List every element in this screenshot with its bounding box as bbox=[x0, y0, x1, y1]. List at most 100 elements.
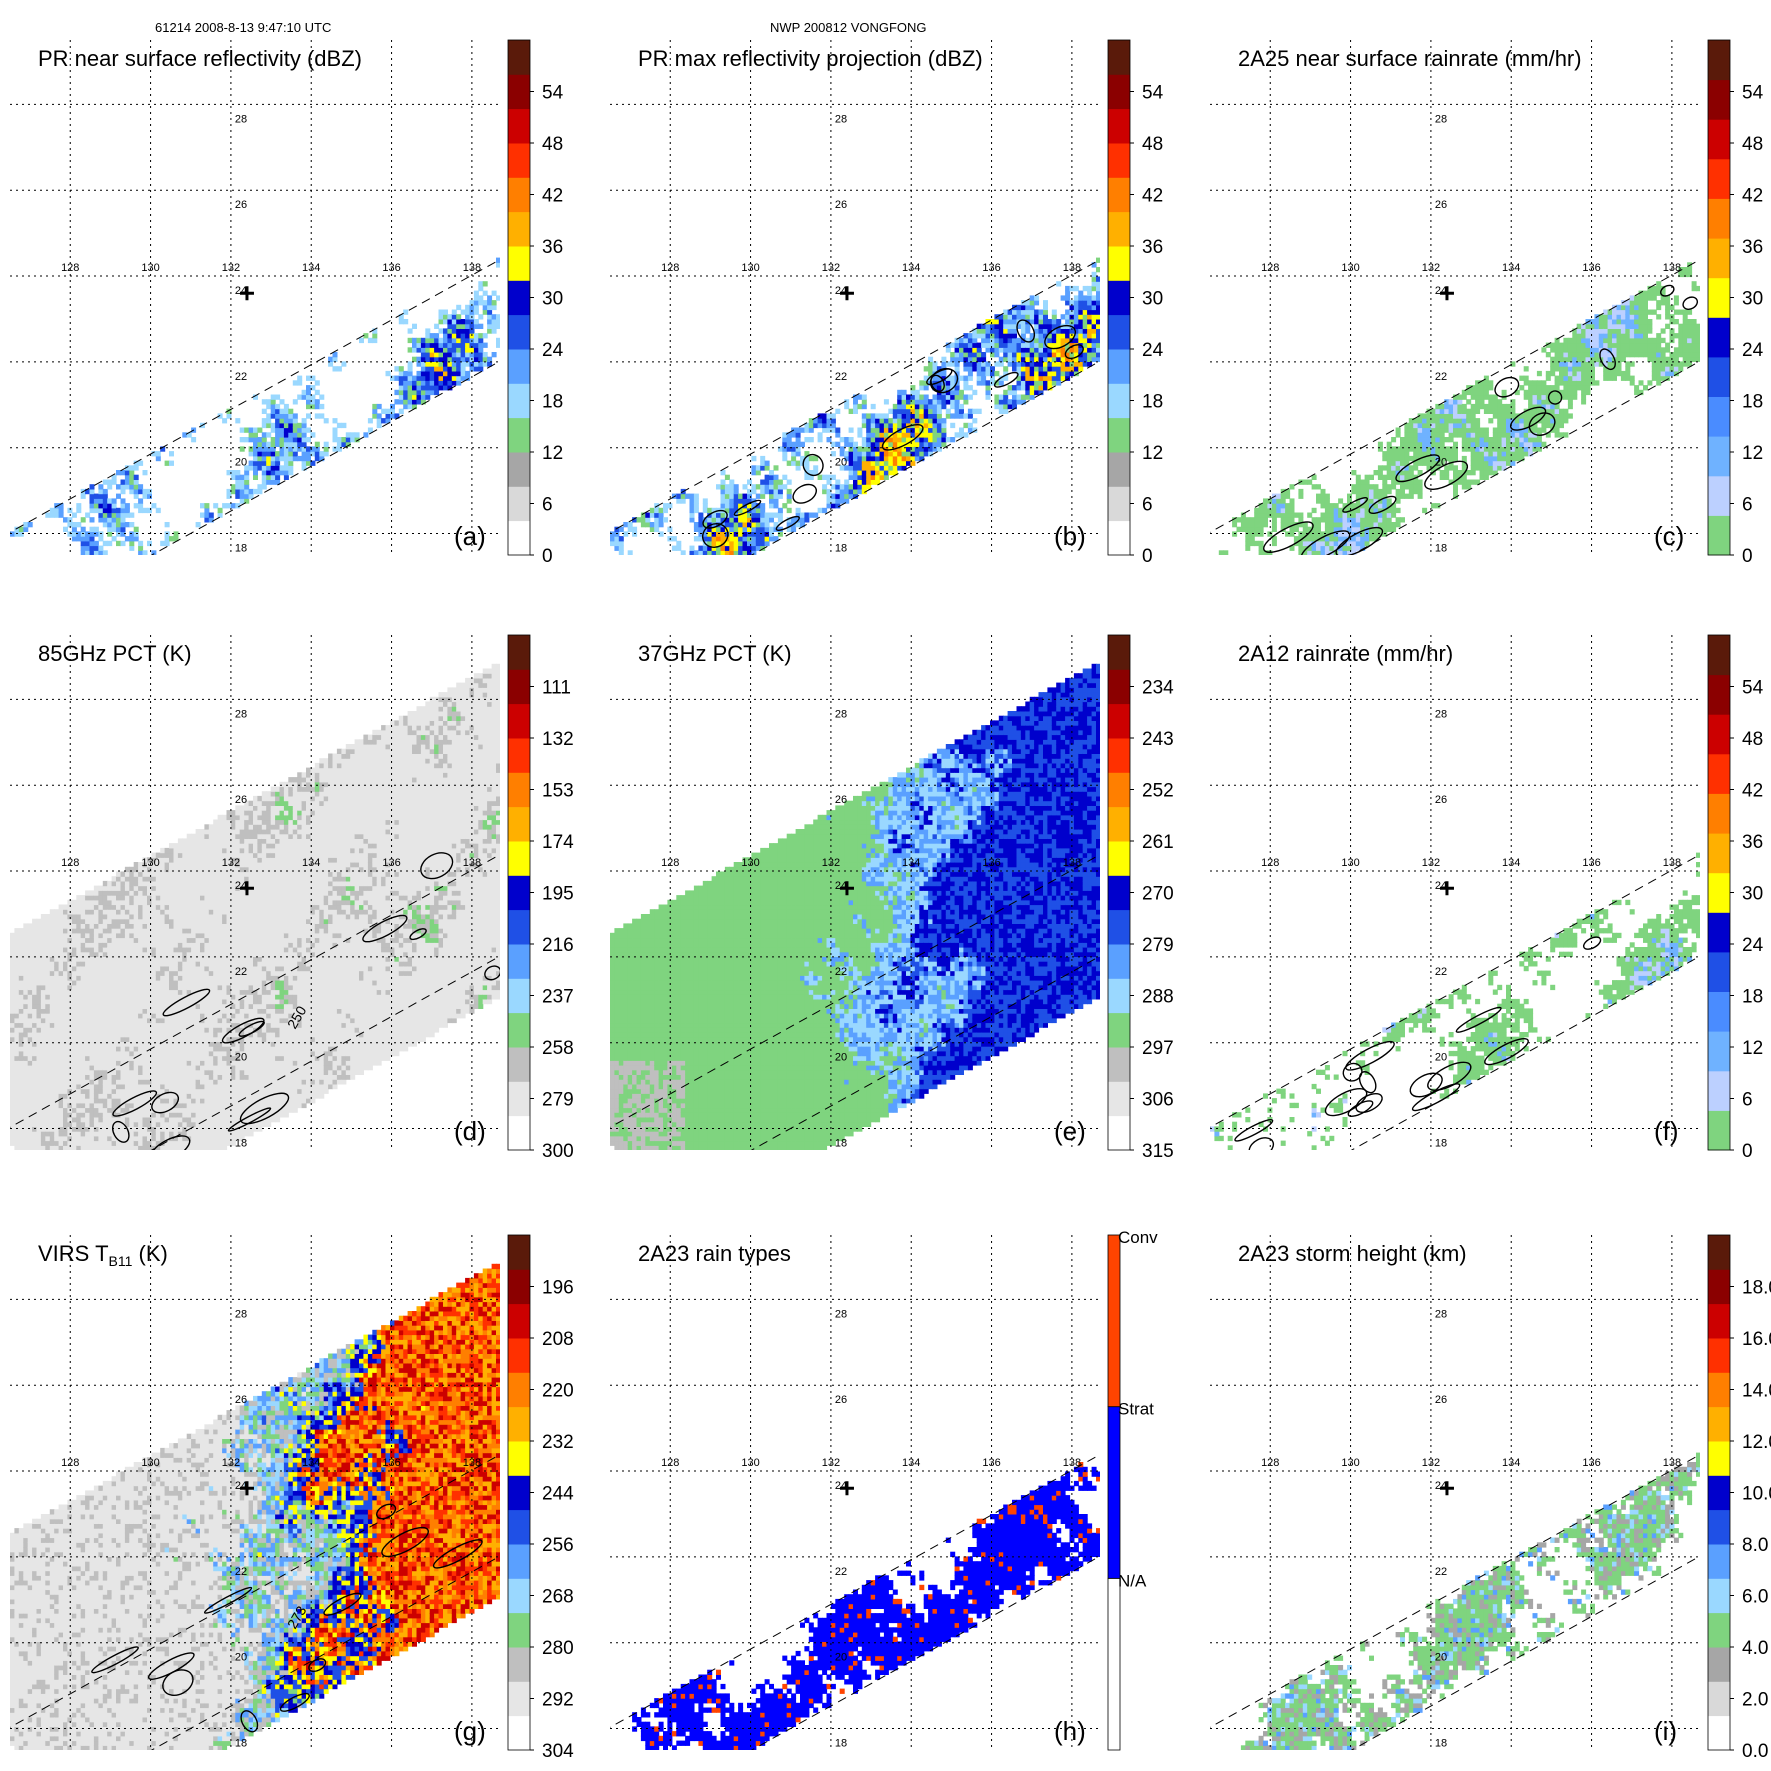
data-cell bbox=[292, 413, 298, 419]
data-cell bbox=[1554, 422, 1560, 429]
data-cell bbox=[817, 413, 823, 419]
data-cell bbox=[1620, 352, 1626, 358]
data-cell bbox=[1536, 437, 1542, 443]
data-cell bbox=[1016, 342, 1022, 348]
data-cell bbox=[1395, 488, 1401, 495]
data-cell bbox=[1439, 418, 1445, 424]
data-cell bbox=[1307, 545, 1313, 551]
data-cell bbox=[76, 937, 82, 943]
data-cell bbox=[857, 432, 863, 438]
data-cell bbox=[98, 1079, 104, 1085]
data-cell bbox=[1545, 422, 1551, 429]
data-cell bbox=[835, 427, 841, 433]
data-cell bbox=[1488, 437, 1494, 443]
data-cell bbox=[244, 479, 250, 485]
data-cell bbox=[425, 333, 431, 339]
data-cell bbox=[54, 942, 60, 948]
data-cell bbox=[71, 1131, 77, 1137]
data-cell bbox=[1386, 507, 1392, 514]
data-cell bbox=[967, 385, 973, 391]
data-cell bbox=[478, 314, 484, 320]
data-cell bbox=[994, 380, 1000, 386]
data-cell bbox=[456, 352, 462, 358]
data-cell bbox=[981, 342, 987, 348]
data-cell bbox=[67, 1046, 73, 1052]
data-cell bbox=[1078, 314, 1084, 320]
data-cell bbox=[910, 385, 916, 391]
data-cell bbox=[994, 394, 1000, 400]
data-cell bbox=[1254, 526, 1260, 532]
data-cell bbox=[1519, 432, 1525, 438]
colorbar-segment bbox=[508, 314, 530, 350]
data-cell bbox=[151, 503, 157, 509]
data-cell bbox=[239, 498, 245, 504]
data-cell bbox=[89, 1083, 95, 1090]
data-cell bbox=[49, 1107, 55, 1113]
data-cell bbox=[720, 488, 726, 495]
data-cell bbox=[133, 526, 139, 532]
colorbar-segment bbox=[508, 486, 530, 522]
data-cell bbox=[1078, 356, 1084, 362]
data-cell bbox=[1051, 366, 1057, 372]
data-cell bbox=[1585, 380, 1591, 386]
data-cell bbox=[14, 1013, 20, 1019]
data-cell bbox=[434, 356, 440, 362]
data-cell bbox=[93, 1112, 99, 1118]
data-cell bbox=[1475, 427, 1481, 433]
data-cell bbox=[782, 451, 788, 457]
data-cell bbox=[1377, 526, 1383, 532]
data-cell bbox=[892, 422, 898, 429]
data-cell bbox=[1492, 437, 1498, 443]
data-cell bbox=[817, 474, 823, 480]
data-cell bbox=[482, 290, 488, 296]
data-cell bbox=[1408, 488, 1414, 495]
data-cell bbox=[1461, 465, 1467, 471]
data-cell bbox=[906, 451, 911, 457]
data-cell bbox=[27, 937, 33, 943]
data-cell bbox=[1382, 465, 1388, 471]
data-cell bbox=[27, 1032, 33, 1038]
data-cell bbox=[89, 484, 95, 490]
data-cell bbox=[1629, 295, 1635, 301]
data-cell bbox=[89, 498, 95, 504]
data-cell bbox=[844, 399, 850, 405]
data-cell bbox=[901, 394, 907, 400]
data-cell bbox=[1065, 300, 1071, 306]
data-cell bbox=[49, 970, 55, 976]
data-cell bbox=[18, 965, 24, 972]
data-cell bbox=[1554, 427, 1560, 433]
data-cell bbox=[23, 994, 29, 1000]
data-cell bbox=[1435, 408, 1441, 414]
data-cell bbox=[133, 488, 139, 495]
data-cell bbox=[67, 522, 73, 528]
data-cell bbox=[306, 413, 311, 419]
data-cell bbox=[963, 394, 969, 400]
colorbar-segment bbox=[1108, 280, 1130, 316]
data-cell bbox=[111, 517, 117, 523]
data-cell bbox=[742, 526, 748, 532]
data-cell bbox=[425, 347, 431, 353]
data-cell bbox=[443, 333, 448, 339]
data-cell bbox=[93, 1065, 99, 1071]
data-cell bbox=[1038, 309, 1044, 315]
data-cell bbox=[1395, 498, 1401, 504]
data-cell bbox=[487, 304, 493, 311]
data-cell bbox=[1656, 366, 1662, 372]
data-cell bbox=[923, 427, 929, 433]
data-cell bbox=[420, 370, 426, 377]
data-cell bbox=[1572, 375, 1578, 381]
data-cell bbox=[58, 1065, 64, 1071]
data-cell bbox=[1514, 451, 1520, 457]
data-cell bbox=[14, 1079, 20, 1085]
data-cell bbox=[27, 947, 33, 953]
data-cell bbox=[36, 956, 42, 962]
data-cell bbox=[93, 914, 99, 920]
data-cell bbox=[120, 507, 126, 514]
data-cell bbox=[1682, 347, 1688, 353]
data-cell bbox=[1263, 517, 1268, 523]
data-cell bbox=[1541, 394, 1547, 400]
data-cell bbox=[76, 1107, 82, 1113]
data-cell bbox=[469, 347, 475, 353]
data-cell bbox=[261, 474, 267, 480]
data-cell bbox=[1404, 465, 1410, 471]
